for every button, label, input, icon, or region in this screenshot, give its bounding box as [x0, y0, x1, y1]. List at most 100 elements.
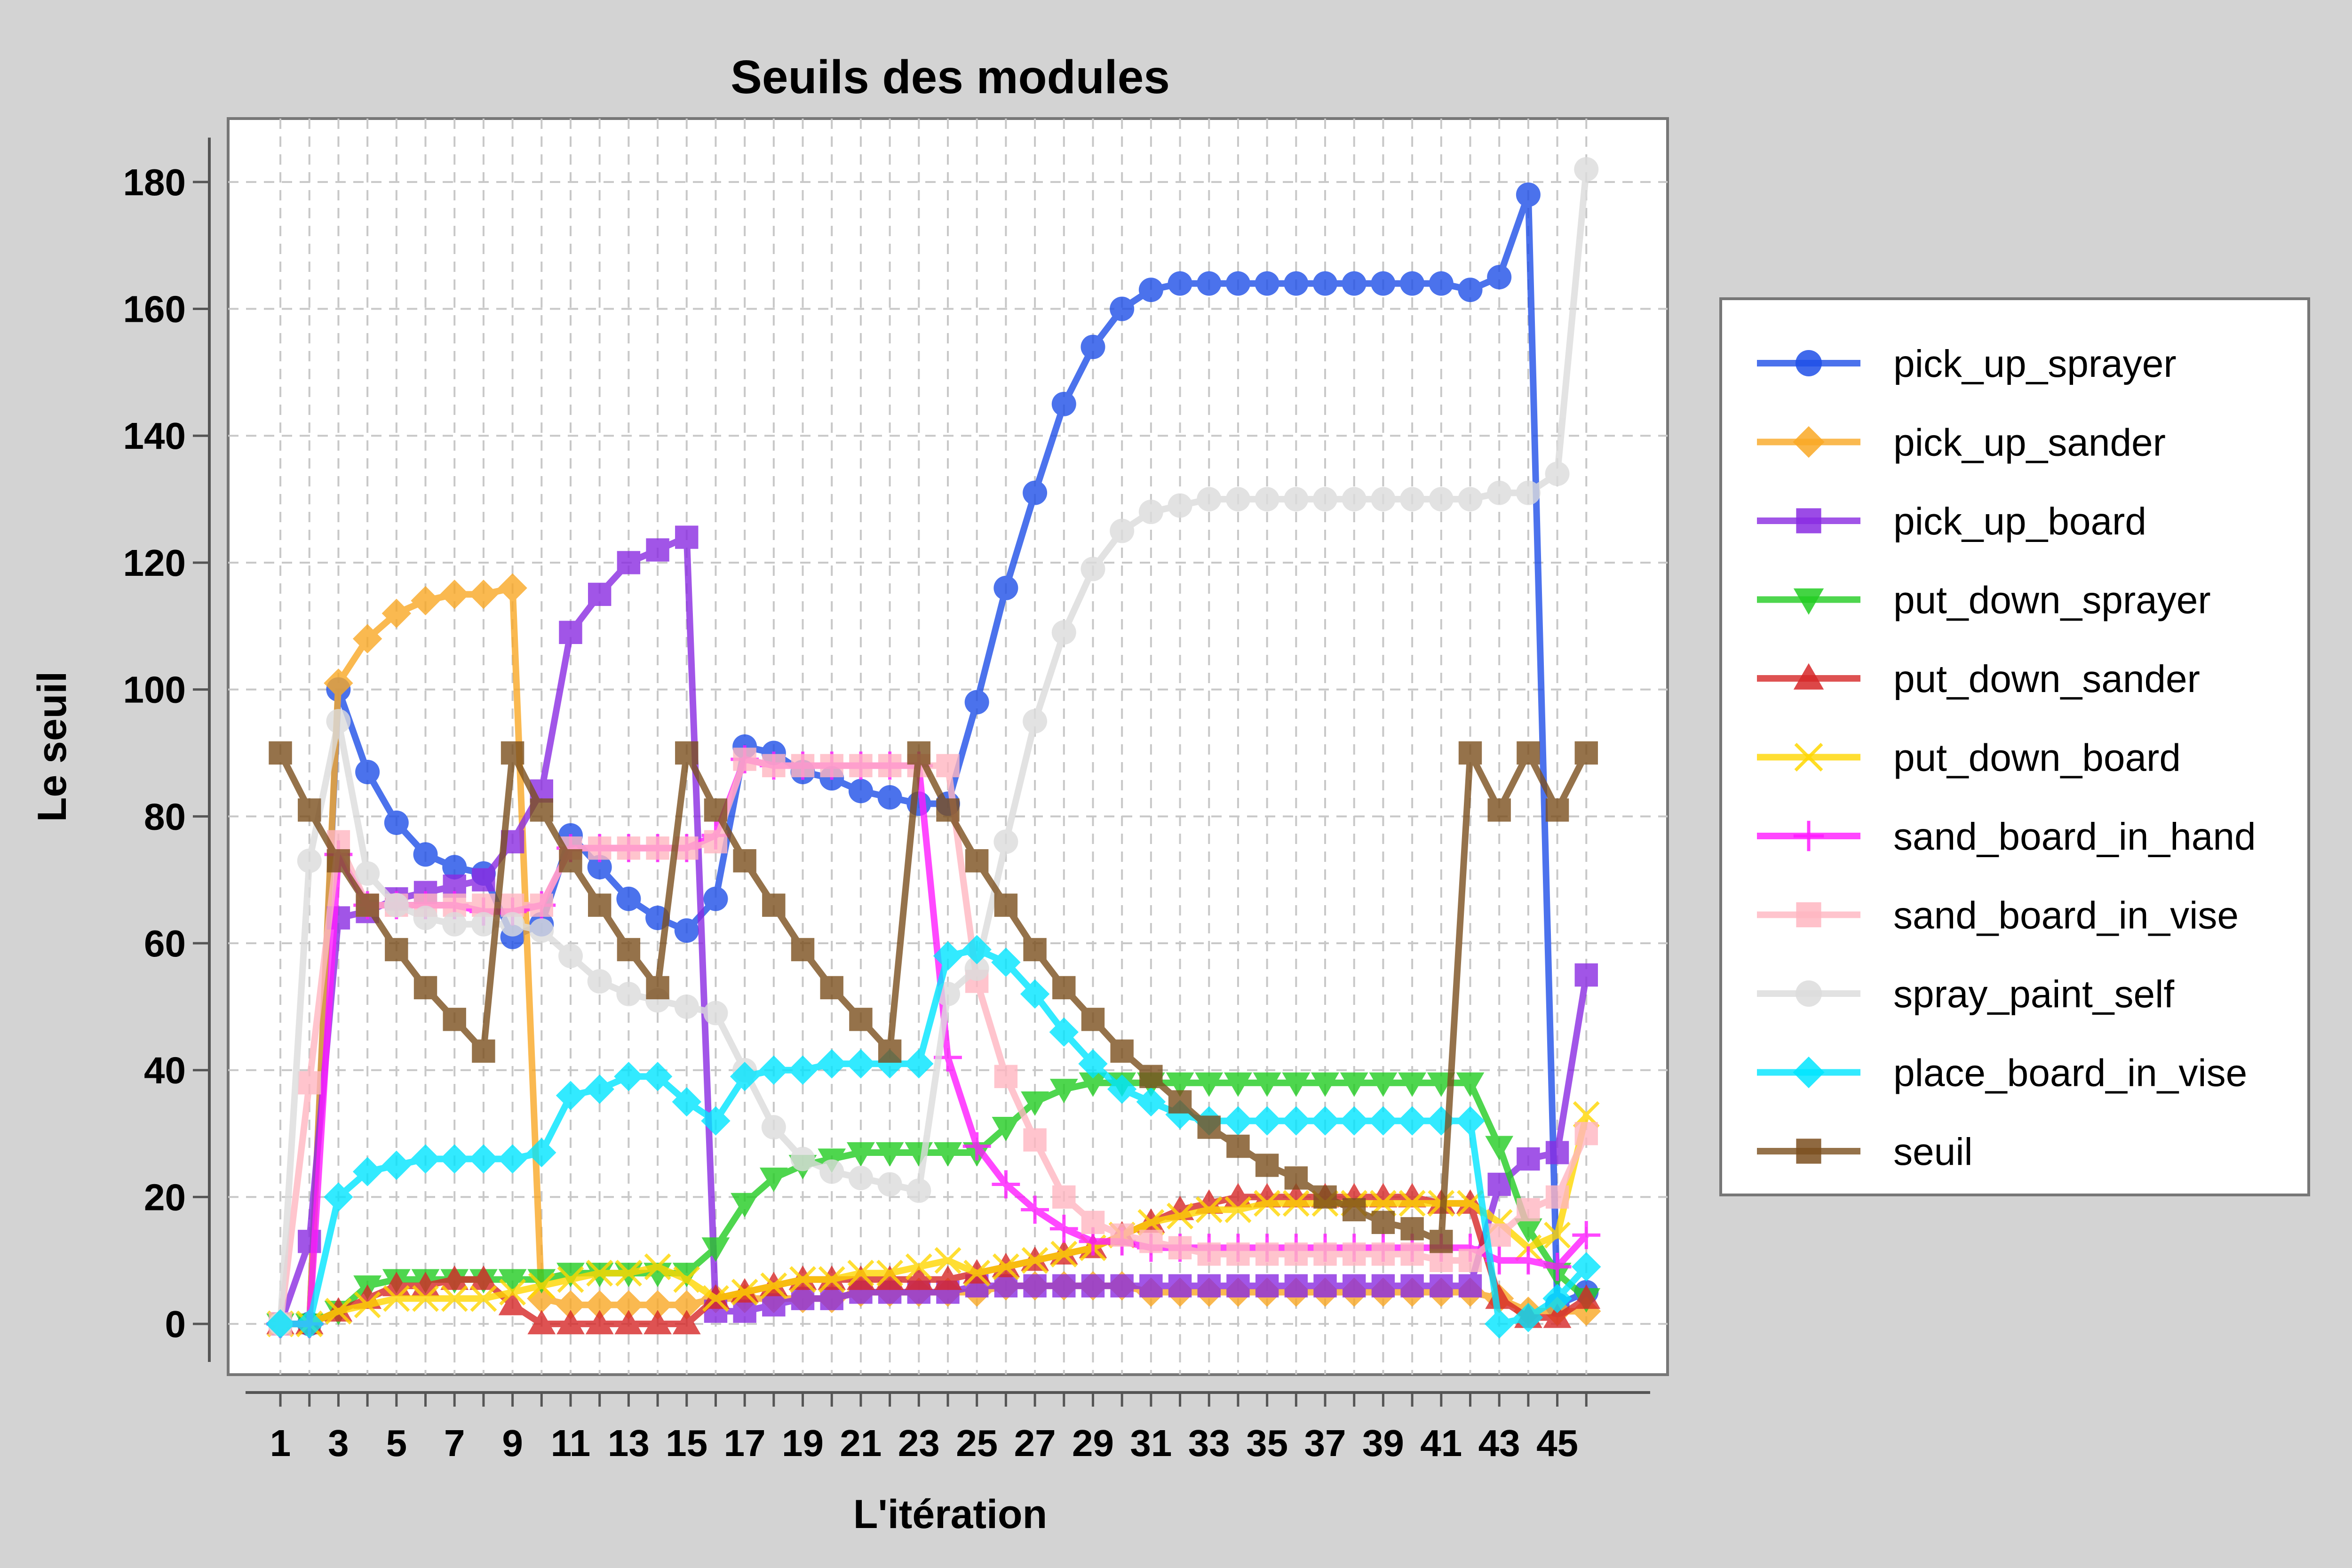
data-point [849, 754, 873, 778]
data-point [586, 1259, 613, 1287]
data-point [848, 779, 873, 804]
data-point [472, 868, 495, 891]
legend-marker [1793, 588, 1824, 615]
data-point [646, 836, 669, 860]
data-point [791, 754, 815, 778]
data-point [759, 1055, 789, 1085]
data-point [527, 1269, 556, 1294]
data-point [731, 1279, 758, 1306]
data-point [471, 912, 496, 937]
legend: pick_up_sprayer pick_up_sander pick_up_boa… [1719, 297, 2310, 1196]
data-point [1517, 741, 1540, 765]
data-point [1543, 1252, 1572, 1281]
legend-label: seuil [1893, 1130, 1973, 1173]
data-point [992, 1253, 1019, 1281]
x-tick-label: 3 [328, 1422, 349, 1464]
data-point [1110, 1223, 1134, 1247]
data-point [1051, 391, 1076, 416]
data-point [1021, 1247, 1049, 1274]
data-point [934, 1265, 962, 1290]
data-point [936, 754, 960, 778]
data-point [994, 1065, 1018, 1088]
x-tick-label: 37 [1304, 1422, 1346, 1464]
legend-item: put_down_sander [1757, 658, 2200, 700]
legend-item: place_board_in_vise [1757, 1052, 2247, 1095]
data-point [646, 976, 669, 1000]
data-point [643, 1290, 673, 1320]
data-point [820, 976, 843, 1000]
data-point [500, 912, 525, 937]
series-line [277, 534, 1590, 1325]
data-point [674, 918, 699, 943]
data-point [265, 1309, 295, 1339]
y-tick-label: 60 [144, 923, 186, 964]
y-tick-label: 40 [144, 1050, 186, 1091]
chart-title: Seuils des modules [731, 51, 1170, 103]
data-point [1572, 1252, 1601, 1281]
data-point [472, 1039, 495, 1063]
data-point [1339, 1106, 1369, 1136]
data-point [1110, 1274, 1134, 1297]
data-point [298, 1071, 321, 1095]
data-point [1313, 1185, 1337, 1209]
data-point [498, 1144, 527, 1174]
data-point [1078, 1049, 1108, 1079]
x-tick-label: 1 [270, 1422, 291, 1464]
data-point [934, 1247, 961, 1274]
data-point [381, 598, 412, 629]
data-point [701, 1237, 730, 1262]
data-point [1223, 1106, 1253, 1136]
data-point [1313, 1242, 1337, 1266]
data-point [588, 836, 612, 860]
legend-label: put_down_board [1893, 737, 2181, 780]
data-point [1458, 1274, 1482, 1297]
data-point [703, 1001, 728, 1026]
data-point [788, 1055, 818, 1085]
data-point [672, 1087, 701, 1117]
data-point [964, 956, 989, 981]
data-point [644, 1253, 671, 1281]
data-point [760, 1272, 787, 1299]
data-point [877, 785, 902, 810]
legend-label: pick_up_sander [1893, 422, 2166, 464]
data-point [846, 1049, 876, 1079]
data-point [588, 582, 612, 606]
data-point [1081, 334, 1105, 359]
data-point [1284, 1242, 1308, 1266]
data-point [1224, 1072, 1252, 1097]
data-point [1168, 1274, 1192, 1297]
data-point [1284, 271, 1309, 296]
data-point [733, 748, 756, 771]
data-point [674, 994, 699, 1019]
data-point [1020, 979, 1050, 1009]
x-tick-label: 21 [840, 1422, 882, 1464]
data-point [381, 1150, 412, 1180]
data-point [1545, 1185, 1569, 1209]
data-point [936, 798, 960, 822]
data-point [294, 1309, 324, 1339]
data-point [1313, 271, 1338, 296]
x-tick-label: 13 [608, 1422, 650, 1464]
data-point [617, 938, 641, 962]
data-point [1255, 1242, 1279, 1266]
data-point [875, 1265, 904, 1290]
data-point [355, 861, 380, 886]
data-point [675, 525, 699, 549]
data-point [557, 1266, 584, 1293]
x-tick-label: 31 [1130, 1422, 1172, 1464]
data-point [530, 893, 553, 917]
series-layer [265, 157, 1601, 1339]
y-tick-label: 120 [123, 542, 186, 584]
data-point [1139, 1065, 1163, 1088]
legend-marker [1796, 350, 1822, 376]
data-point [1572, 1221, 1601, 1250]
x-tick-label: 19 [782, 1422, 824, 1464]
legend-marker [1796, 902, 1821, 928]
axes: 1 3 5 7 9 11 13 15 17 19 21 23 25 27 29 31 33 35 37 39 41 43 4… [123, 137, 1650, 1464]
data-point [326, 709, 351, 734]
data-point [411, 1144, 440, 1174]
data-point [762, 893, 786, 917]
data-point [1487, 480, 1512, 505]
legend-marker [1793, 663, 1824, 690]
data-point [298, 798, 321, 822]
